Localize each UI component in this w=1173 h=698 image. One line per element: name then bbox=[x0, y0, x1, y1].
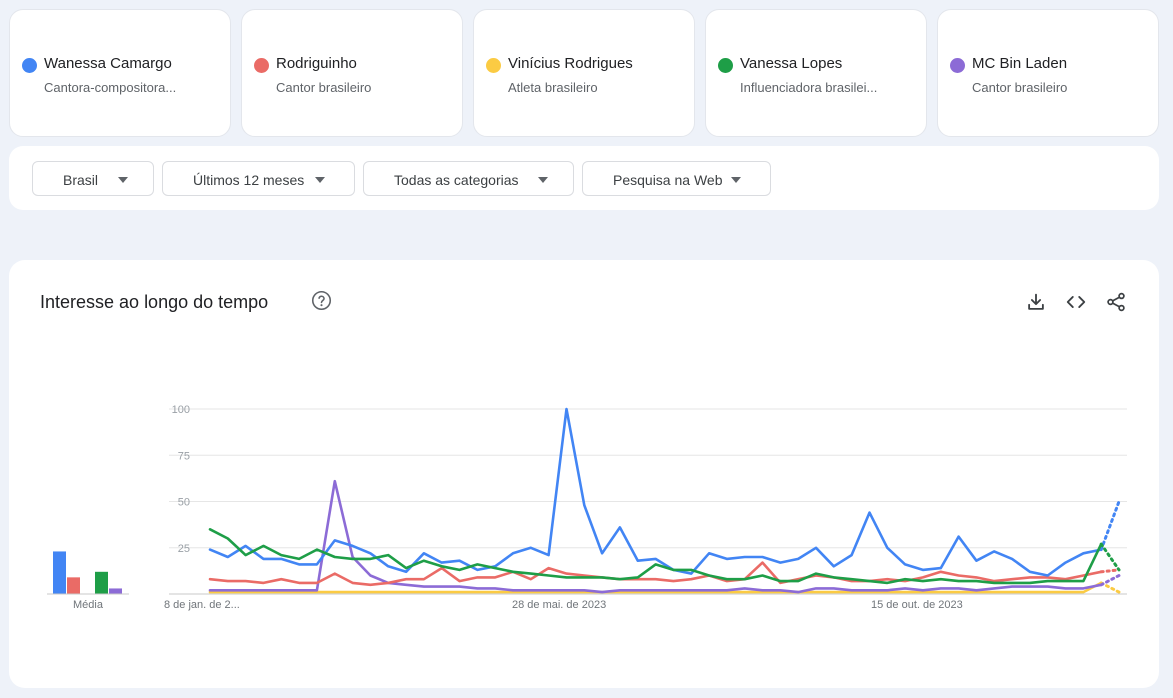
period-filter-label: Últimos 12 meses bbox=[193, 172, 305, 188]
filter-bar: Brasil Últimos 12 meses Todas as categor… bbox=[9, 146, 1159, 210]
term-color-dot bbox=[486, 58, 501, 73]
term-color-dot bbox=[22, 58, 37, 73]
term-description: Cantor brasileiro bbox=[276, 80, 372, 95]
series-line-3[interactable] bbox=[208, 527, 1103, 585]
region-filter-dropdown[interactable]: Brasil bbox=[32, 161, 154, 196]
y-tick-label: 75 bbox=[178, 450, 190, 462]
term-color-dot bbox=[718, 58, 733, 73]
term-name: Wanessa Camargo bbox=[44, 55, 172, 72]
average-label: Média bbox=[73, 599, 104, 611]
term-card-wanessa-camargo[interactable]: Wanessa Camargo Cantora-compositora... bbox=[9, 9, 231, 137]
search-type-filter-dropdown[interactable]: Pesquisa na Web bbox=[582, 161, 771, 196]
term-description: Cantor brasileiro bbox=[972, 80, 1068, 95]
chevron-down-icon bbox=[315, 177, 325, 183]
series-line-1[interactable] bbox=[208, 561, 1103, 587]
term-description: Atleta brasileiro bbox=[508, 80, 598, 95]
chevron-down-icon bbox=[118, 177, 128, 183]
average-bar-3 bbox=[95, 571, 108, 594]
y-tick-label: 100 bbox=[172, 404, 190, 416]
term-cards-row: Wanessa Camargo Cantora-compositora... R… bbox=[9, 9, 1159, 137]
x-tick-label: 15 de out. de 2023 bbox=[871, 599, 963, 611]
series-line-2[interactable] bbox=[208, 581, 1103, 594]
y-tick-label: 25 bbox=[178, 543, 190, 555]
interest-over-time-panel: Interesse ao longo do tempo 100 75 50 25 8 d… bbox=[9, 260, 1159, 688]
y-tick-label: 50 bbox=[178, 497, 190, 509]
term-description: Influenciadora brasilei... bbox=[740, 80, 878, 95]
term-card-mc-bin-laden[interactable]: MC Bin Laden Cantor brasileiro bbox=[937, 9, 1159, 137]
period-filter-dropdown[interactable]: Últimos 12 meses bbox=[162, 161, 355, 196]
x-tick-label: 28 de mai. de 2023 bbox=[512, 599, 606, 611]
term-name: Vinícius Rodrigues bbox=[508, 55, 633, 72]
download-icon[interactable] bbox=[1025, 291, 1047, 313]
term-color-dot bbox=[950, 58, 965, 73]
term-card-vanessa-lopes[interactable]: Vanessa Lopes Influenciadora brasilei... bbox=[705, 9, 927, 137]
interest-line-chart[interactable]: 100 75 50 25 8 de jan. de 2... 28 de mai. de … bbox=[9, 260, 1159, 688]
panel-title: Interesse ao longo do tempo bbox=[40, 292, 269, 312]
term-description: Cantora-compositora... bbox=[44, 80, 177, 95]
region-filter-label: Brasil bbox=[63, 172, 99, 188]
term-name: Vanessa Lopes bbox=[740, 55, 843, 72]
chevron-down-icon bbox=[538, 177, 548, 183]
x-tick-label: 8 de jan. de 2... bbox=[164, 599, 240, 611]
term-card-rodriguinho[interactable]: Rodriguinho Cantor brasileiro bbox=[241, 9, 463, 137]
category-filter-label: Todas as categorias bbox=[394, 172, 519, 188]
term-name: MC Bin Laden bbox=[972, 55, 1068, 72]
series-partial-line-3[interactable] bbox=[1099, 542, 1121, 572]
share-icon[interactable] bbox=[1105, 291, 1127, 313]
embed-code-icon[interactable] bbox=[1065, 291, 1087, 313]
term-color-dot bbox=[254, 58, 269, 73]
series-line-4[interactable] bbox=[208, 479, 1103, 594]
search-type-filter-label: Pesquisa na Web bbox=[613, 172, 723, 188]
category-filter-dropdown[interactable]: Todas as categorias bbox=[363, 161, 574, 196]
term-name: Rodriguinho bbox=[276, 55, 357, 72]
series-line-0[interactable] bbox=[208, 407, 1103, 577]
series-partial-line-1[interactable] bbox=[1099, 568, 1121, 574]
series-partial-line-0[interactable] bbox=[1099, 500, 1121, 552]
average-bar-1 bbox=[67, 577, 80, 594]
help-icon[interactable] bbox=[311, 290, 332, 311]
series-partial-line-4[interactable] bbox=[1099, 574, 1121, 587]
chevron-down-icon bbox=[731, 177, 741, 183]
term-card-vinicius-rodrigues[interactable]: Vinícius Rodrigues Atleta brasileiro bbox=[473, 9, 695, 137]
average-bar-0 bbox=[53, 551, 66, 594]
average-bar-4 bbox=[109, 588, 122, 594]
